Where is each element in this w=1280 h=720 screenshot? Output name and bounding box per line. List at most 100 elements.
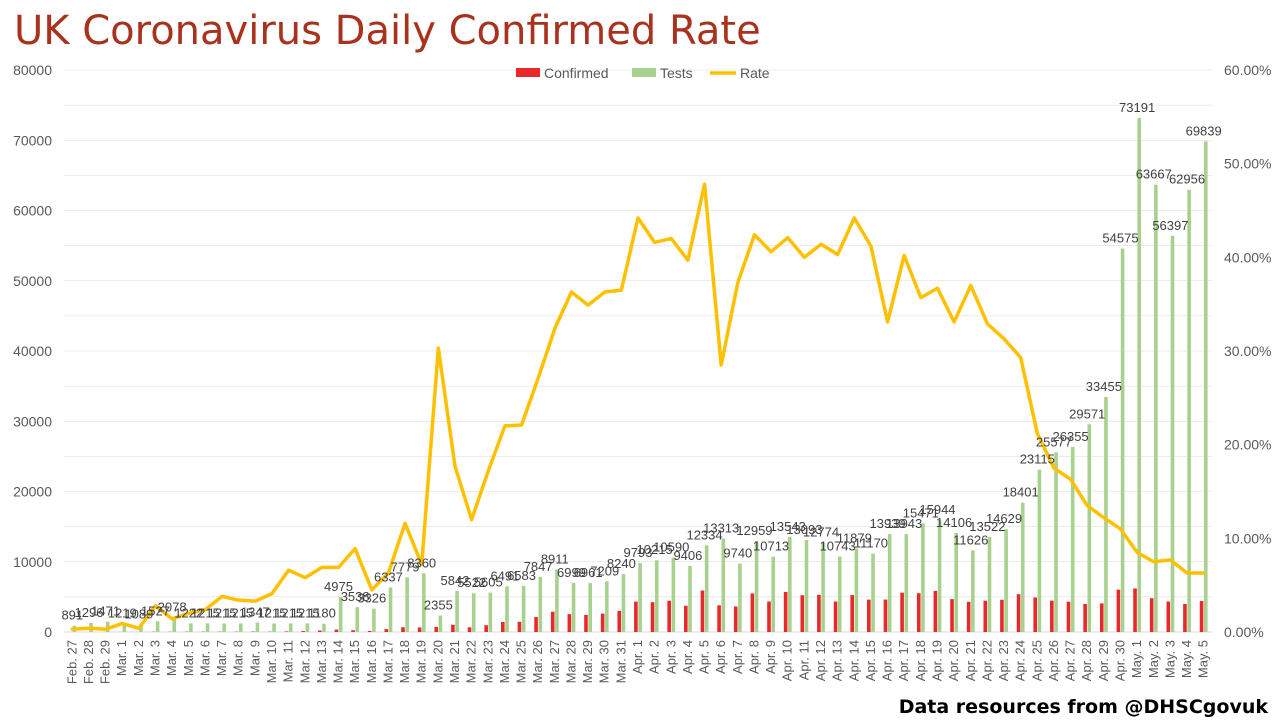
x-tick-label: Mar. 11 bbox=[281, 640, 296, 682]
confirmed-bar bbox=[684, 605, 688, 632]
x-tick-label: Apr. 9 bbox=[763, 640, 778, 674]
tests-bar bbox=[771, 556, 775, 632]
x-tick-label: Apr. 24 bbox=[1013, 640, 1028, 681]
tests-data-label: 9793 bbox=[624, 545, 653, 560]
tests-bar bbox=[971, 550, 975, 632]
confirmed-bar bbox=[417, 627, 422, 632]
tests-data-label: 1296 bbox=[74, 605, 103, 620]
tests-bar bbox=[1187, 189, 1191, 633]
tests-data-label: 26355 bbox=[1053, 429, 1089, 444]
x-tick-label: Apr. 23 bbox=[996, 640, 1011, 681]
gridlines bbox=[64, 69, 1212, 633]
confirmed-bar bbox=[900, 592, 904, 632]
confirmed-bar bbox=[501, 621, 505, 632]
confirmed-bar bbox=[650, 602, 655, 632]
x-tick-label: Apr. 5 bbox=[697, 640, 712, 674]
y2-tick-label: 30.00% bbox=[1224, 343, 1271, 359]
confirmed-bar bbox=[1016, 594, 1021, 632]
x-tick-label: Mar. 8 bbox=[231, 640, 246, 676]
x-tick-label: Apr. 3 bbox=[663, 640, 678, 674]
tests-bar bbox=[388, 587, 393, 632]
x-tick-label: Mar. 26 bbox=[530, 640, 545, 683]
y-tick-label: 20000 bbox=[13, 484, 52, 500]
y2-tick-label: 0.00% bbox=[1224, 624, 1264, 640]
x-tick-label: Feb. 27 bbox=[64, 640, 79, 684]
tests-bar bbox=[1070, 446, 1075, 632]
x-tick-label: Apr. 8 bbox=[746, 640, 761, 674]
x-tick-label: Mar. 13 bbox=[314, 640, 329, 683]
tests-bar bbox=[954, 532, 959, 632]
y-tick-label: 40000 bbox=[13, 343, 52, 359]
tests-bar bbox=[222, 623, 226, 632]
y-axis-right: 0.00% 10.00% 20.00% 30.00% 40.00% 50.00% 60.00… bbox=[1224, 62, 1271, 640]
tests-bar bbox=[1004, 529, 1008, 632]
tests-data-label: 5842 bbox=[441, 573, 470, 588]
data-labels: 8911296147112191089152720781222121512151… bbox=[61, 100, 1221, 623]
confirmed-bar bbox=[434, 626, 439, 632]
tests-bar bbox=[272, 623, 276, 632]
data-source-credit: Data resources from @DHSCgovuk bbox=[898, 696, 1268, 718]
tests-data-label: 13543 bbox=[770, 519, 806, 534]
x-tick-label: Apr. 19 bbox=[929, 640, 944, 681]
confirmed-bar bbox=[600, 613, 605, 632]
confirmed-bar bbox=[1166, 601, 1171, 632]
tests-bar bbox=[804, 540, 809, 632]
tests-bar bbox=[172, 617, 177, 632]
confirmed-bar bbox=[1083, 603, 1087, 632]
x-tick-label: Apr. 25 bbox=[1029, 640, 1044, 681]
tests-data-label: 18401 bbox=[1003, 485, 1039, 500]
tests-data-label: 15471 bbox=[903, 505, 939, 520]
tests-data-label: 1089 bbox=[124, 606, 153, 621]
x-tick-label: Apr. 28 bbox=[1079, 640, 1094, 681]
tests-data-label: 13093 bbox=[786, 522, 822, 537]
confirmed-bar bbox=[950, 599, 954, 632]
tests-bar bbox=[671, 557, 676, 632]
tests-data-label: 10215 bbox=[637, 542, 673, 557]
tests-data-label: 6999 bbox=[557, 565, 586, 580]
x-tick-label: Mar. 7 bbox=[214, 640, 229, 676]
tests-data-label: 2078 bbox=[158, 599, 187, 614]
x-tick-label: Apr. 21 bbox=[963, 640, 978, 681]
tests-data-label: 13522 bbox=[969, 519, 1005, 534]
confirmed-bar bbox=[667, 600, 671, 632]
x-tick-label: Mar. 5 bbox=[181, 640, 196, 676]
x-tick-label: Apr. 13 bbox=[830, 640, 845, 681]
tests-bar bbox=[1020, 502, 1025, 632]
tests-data-label: 14629 bbox=[986, 511, 1022, 526]
x-tick-label: Apr. 22 bbox=[979, 640, 994, 681]
tests-data-label: 4975 bbox=[324, 579, 353, 594]
legend-label-rate: Rate bbox=[740, 65, 770, 81]
legend-label-confirmed: Confirmed bbox=[544, 65, 609, 81]
tests-bar bbox=[1137, 117, 1142, 632]
tests-data-label: 12959 bbox=[736, 523, 772, 538]
tests-data-label: 29571 bbox=[1069, 406, 1105, 421]
tests-data-label: 1180 bbox=[308, 606, 336, 621]
tests-data-label: 8911 bbox=[541, 551, 569, 566]
tests-data-label: 6337 bbox=[374, 569, 403, 584]
tests-data-label: 6961 bbox=[574, 565, 603, 580]
tests-data-label: 6583 bbox=[507, 568, 536, 583]
confirmed-bar bbox=[1033, 597, 1037, 632]
tests-data-label: 15944 bbox=[919, 502, 955, 517]
confirmed-bar bbox=[534, 617, 538, 632]
confirmed-bar bbox=[1099, 603, 1104, 632]
tests-bar bbox=[904, 534, 909, 632]
tests-data-label: 11170 bbox=[854, 536, 888, 551]
tests-data-label: 13313 bbox=[703, 520, 739, 535]
tests-bar bbox=[704, 545, 709, 632]
confirmed-bar bbox=[1133, 588, 1137, 632]
confirmed-bar bbox=[883, 599, 888, 632]
confirmed-bar bbox=[634, 601, 638, 632]
y2-tick-label: 60.00% bbox=[1224, 62, 1271, 78]
tests-bar bbox=[322, 623, 326, 632]
confirmed-bar bbox=[916, 593, 921, 632]
x-tick-label: Feb. 29 bbox=[98, 640, 113, 684]
tests-data-label: 13943 bbox=[886, 516, 922, 531]
tests-data-label: 56397 bbox=[1152, 218, 1188, 233]
y-tick-label: 10000 bbox=[13, 554, 52, 570]
y-tick-label: 30000 bbox=[13, 413, 52, 429]
rate-line bbox=[70, 182, 1206, 631]
x-tick-label: Mar. 18 bbox=[397, 640, 412, 683]
confirmed-bar bbox=[367, 630, 372, 632]
